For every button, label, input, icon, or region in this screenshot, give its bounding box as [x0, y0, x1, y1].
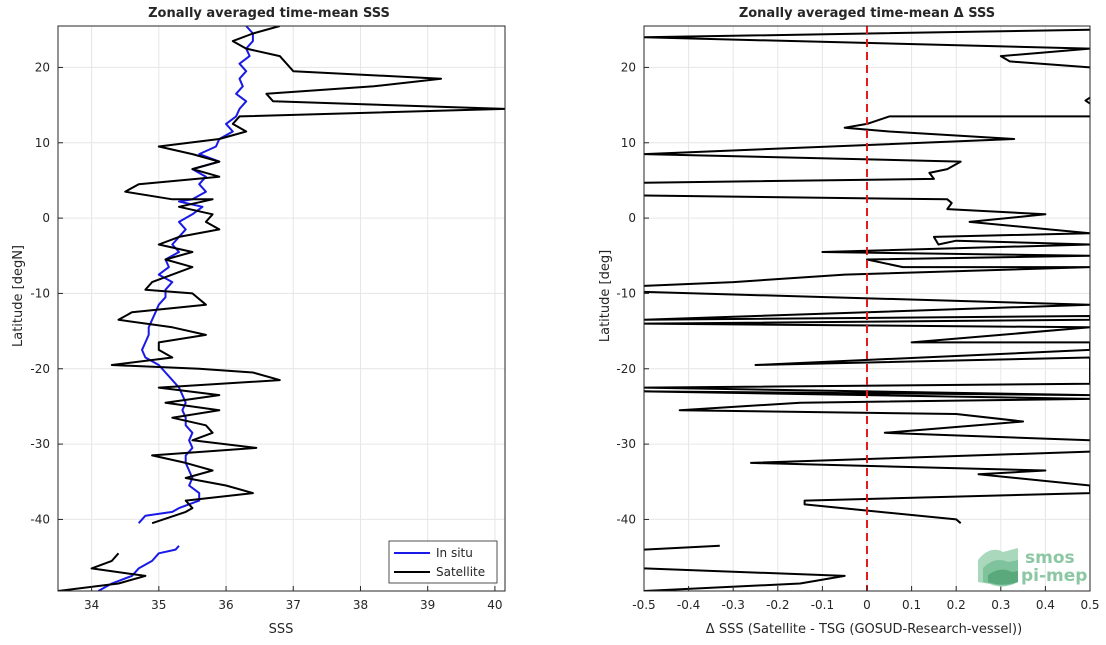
left-panel: Zonally averaged time-mean SSS 34 35 36 37 3…: [11, 6, 506, 637]
x-tick-label: 37: [286, 598, 301, 612]
y-tick-label: 0: [628, 211, 636, 225]
series-group: [58, 26, 505, 591]
left-x-axis-label: SSS: [269, 622, 294, 637]
y-tick-label: -40: [616, 512, 636, 526]
delta-sss-line: [644, 567, 846, 591]
x-tick-label: -0.5: [632, 598, 655, 612]
y-tick-label: -20: [30, 362, 50, 376]
logo-line1: smos: [1025, 548, 1075, 568]
y-tick-label: 20: [621, 60, 636, 74]
left-plot-area: [58, 26, 505, 591]
series-group: [644, 26, 1090, 591]
x-tick-label: 0: [863, 598, 871, 612]
logo-line2: pi-mep: [1021, 566, 1087, 586]
y-tick-label: -20: [616, 362, 636, 376]
x-tick-label: 0.4: [1036, 598, 1055, 612]
delta-sss-line: [750, 450, 1090, 524]
legend-box: [388, 540, 498, 584]
y-tick-label: 10: [35, 136, 50, 150]
in-situ-line: [137, 26, 254, 524]
right-ticks: -0.5 -0.4 -0.3 -0.2 -0.1 0 0.1 0.2 0.3 0.4 0.5 20 10…: [616, 60, 1099, 612]
x-tick-label: 0.3: [991, 598, 1010, 612]
satellite-line: [110, 26, 505, 525]
delta-sss-line: [644, 194, 1090, 287]
left-chart-title: Zonally averaged time-mean SSS: [148, 6, 390, 21]
x-tick-label: -0.4: [677, 598, 700, 612]
delta-sss-line: [1084, 96, 1090, 105]
left-grid: [58, 26, 505, 591]
x-tick-label: 39: [420, 598, 435, 612]
y-tick-label: -10: [30, 286, 50, 300]
y-tick-label: 20: [35, 60, 50, 74]
y-tick-label: 10: [621, 136, 636, 150]
left-ticks: 34 35 36 37 38 39 40 20 10 0 -10 -20 -30 -40: [30, 60, 502, 612]
x-tick-label: 40: [487, 598, 502, 612]
left-y-axis-label: Latitude [degN]: [11, 245, 26, 347]
x-tick-label: -0.3: [721, 598, 744, 612]
x-tick-label: -0.1: [811, 598, 834, 612]
delta-sss-line: [644, 544, 720, 551]
in-situ-line: [97, 545, 180, 591]
y-tick-label: -30: [30, 437, 50, 451]
x-tick-label: 0.5: [1080, 598, 1099, 612]
y-tick-label: -30: [616, 437, 636, 451]
x-tick-label: 34: [84, 598, 99, 612]
y-tick-label: 0: [42, 211, 50, 225]
left-axes-box: [57, 25, 506, 592]
delta-sss-line: [644, 115, 1090, 184]
x-tick-label: 36: [218, 598, 233, 612]
legend-label-in-situ: In situ: [436, 546, 473, 560]
x-tick-label: 35: [151, 598, 166, 612]
legend: In situ Satellite: [388, 540, 498, 584]
right-y-axis-label: Latitude [deg]: [598, 250, 613, 342]
x-tick-label: 0.1: [902, 598, 921, 612]
y-tick-label: -40: [30, 512, 50, 526]
y-tick-label: -10: [616, 286, 636, 300]
right-chart-title: Zonally averaged time-mean Δ SSS: [739, 6, 995, 21]
legend-label-satellite: Satellite: [436, 565, 485, 579]
smos-pi-mep-logo: smos pi-mep: [978, 548, 1087, 587]
delta-sss-line: [644, 28, 1090, 69]
x-tick-label: 0.2: [947, 598, 966, 612]
logo-waves-icon: [978, 548, 1018, 587]
x-tick-label: -0.2: [766, 598, 789, 612]
satellite-line: [58, 552, 147, 591]
right-plot-area: [644, 26, 1090, 591]
right-panel: Zonally averaged time-mean Δ SSS -0.5 -0.…: [598, 6, 1100, 637]
delta-sss-line: [644, 290, 1090, 442]
right-x-axis-label: Δ SSS (Satellite - TSG (GOSUD-Research-v…: [706, 622, 1022, 637]
x-tick-label: 38: [353, 598, 368, 612]
